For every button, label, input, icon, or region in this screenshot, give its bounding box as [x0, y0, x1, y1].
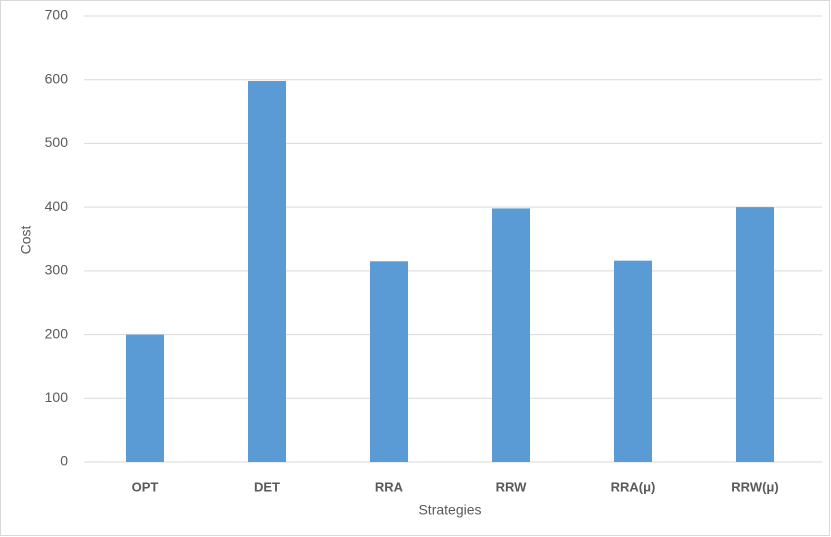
x-tick-label: DET	[254, 479, 280, 494]
y-tick-label: 0	[60, 453, 68, 469]
x-tick-label: RRW(μ)	[731, 479, 778, 494]
y-tick-label: 700	[45, 7, 69, 23]
y-tick-label: 400	[45, 198, 69, 214]
bar	[736, 207, 774, 462]
y-tick-label: 600	[45, 70, 69, 86]
y-tick-label: 200	[45, 325, 69, 341]
bar	[126, 334, 164, 462]
bar	[248, 80, 286, 462]
x-axis-label: Strategies	[418, 502, 481, 518]
x-tick-label: RRW	[496, 479, 528, 494]
x-tick-label: OPT	[132, 479, 159, 494]
x-tick-label: RRA(μ)	[611, 479, 656, 494]
y-axis-label: Cost	[18, 226, 34, 255]
bar	[370, 261, 408, 462]
x-tick-label: RRA	[375, 479, 404, 494]
y-tick-label: 300	[45, 262, 69, 278]
y-tick-label: 500	[45, 134, 69, 150]
y-tick-label: 100	[45, 389, 69, 405]
bar	[492, 208, 530, 462]
bar	[614, 260, 652, 462]
